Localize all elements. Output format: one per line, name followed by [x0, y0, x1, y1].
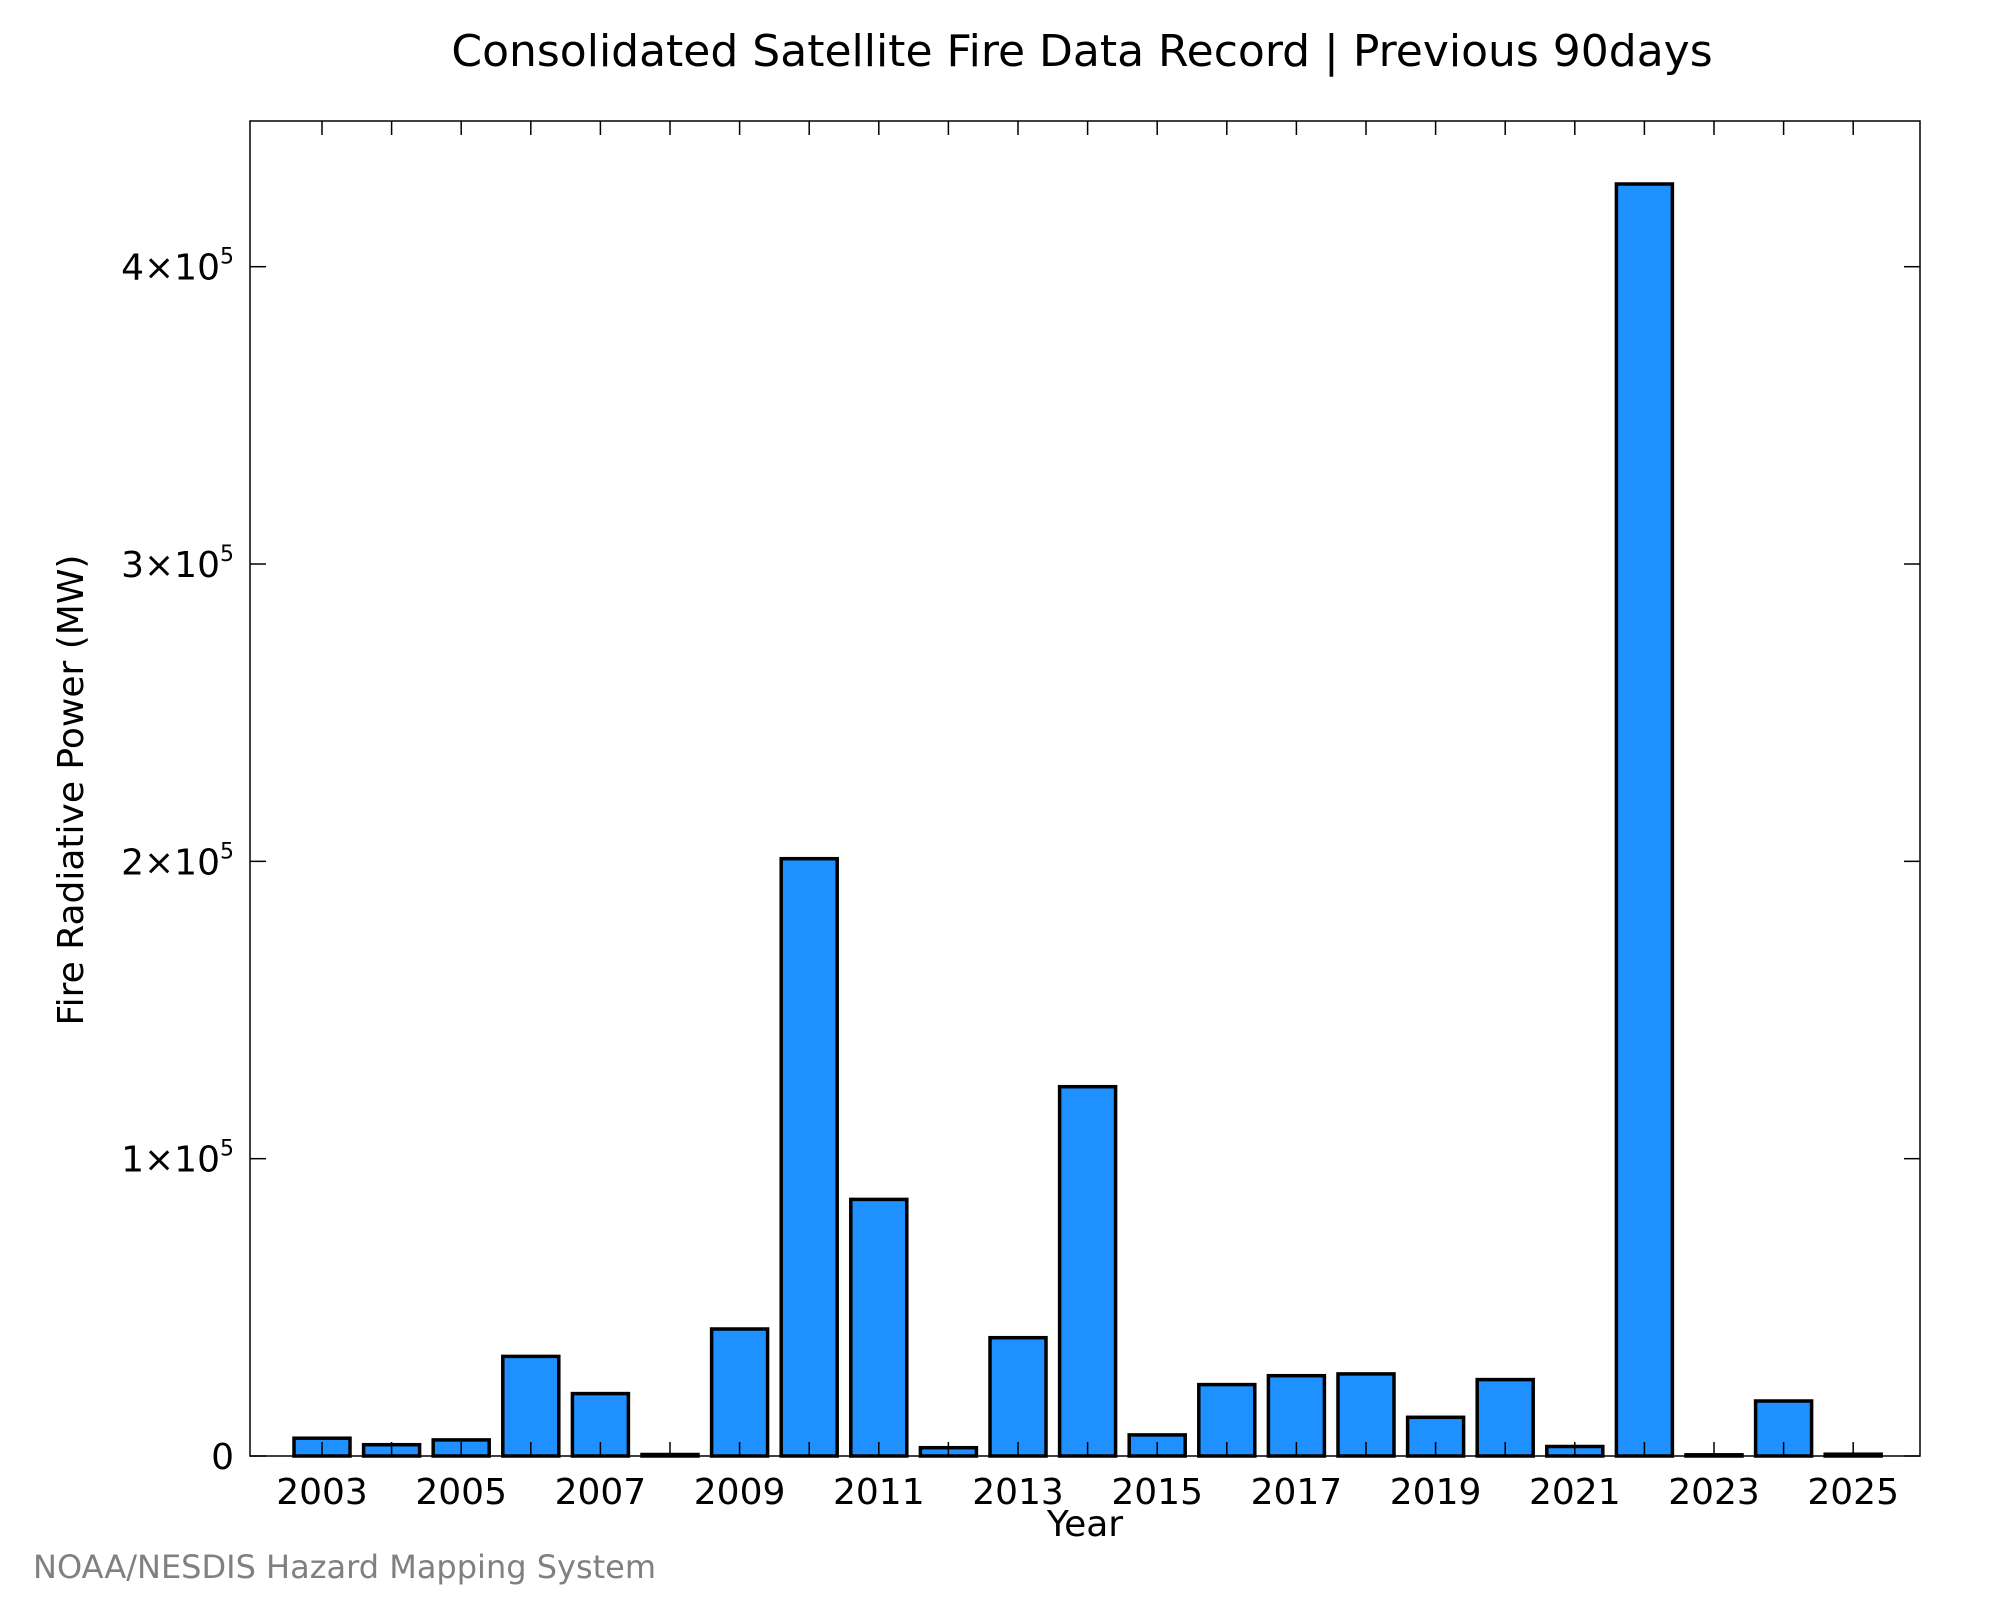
- y-axis-label: Fire Radiative Power (MW): [51, 555, 92, 1026]
- x-tick-label-2013: 2013: [972, 1472, 1064, 1513]
- bar-2009: [709, 1327, 770, 1458]
- x-tick-label-2003: 2003: [276, 1472, 368, 1513]
- x-tick-label-2019: 2019: [1390, 1472, 1482, 1513]
- y-axis-ticks: 0 1×105 2×105 3×105 4×105: [121, 245, 1920, 1478]
- x-tick-label-2017: 2017: [1251, 1472, 1343, 1513]
- y-tick-label-100000: 1×105: [121, 1137, 234, 1181]
- bars-layer: [292, 182, 1883, 1458]
- x-tick-label-2023: 2023: [1668, 1472, 1760, 1513]
- x-axis-label: Year: [1046, 1504, 1123, 1545]
- bar-2011: [849, 1197, 909, 1458]
- bar-2010: [779, 856, 839, 1458]
- x-tick-label-2005: 2005: [415, 1472, 507, 1513]
- y-tick-label-300000: 3×105: [121, 542, 234, 586]
- source-note: NOAA/NESDIS Hazard Mapping System: [33, 1548, 656, 1586]
- y-tick-label-400000: 4×105: [121, 245, 234, 289]
- bar-2006: [501, 1354, 561, 1458]
- x-tick-label-2007: 2007: [555, 1472, 647, 1513]
- y-tick-label-0: 0: [211, 1437, 234, 1478]
- bar-2013: [988, 1335, 1048, 1458]
- x-axis-ticks: 2003 2005 2007 2009 2011 2013 2015 2017 2019 2021…: [276, 121, 1899, 1513]
- y-tick-label-200000: 2×105: [121, 839, 234, 883]
- bar-2014: [1057, 1084, 1118, 1458]
- x-tick-label-2021: 2021: [1529, 1472, 1621, 1513]
- x-tick-label-2015: 2015: [1111, 1472, 1203, 1513]
- x-tick-label-2009: 2009: [694, 1472, 786, 1513]
- chart-title: Consolidated Satellite Fire Data Record …: [451, 26, 1712, 77]
- bar-2022: [1614, 182, 1675, 1458]
- x-tick-label-2011: 2011: [833, 1472, 925, 1513]
- x-tick-label-2025: 2025: [1807, 1472, 1899, 1513]
